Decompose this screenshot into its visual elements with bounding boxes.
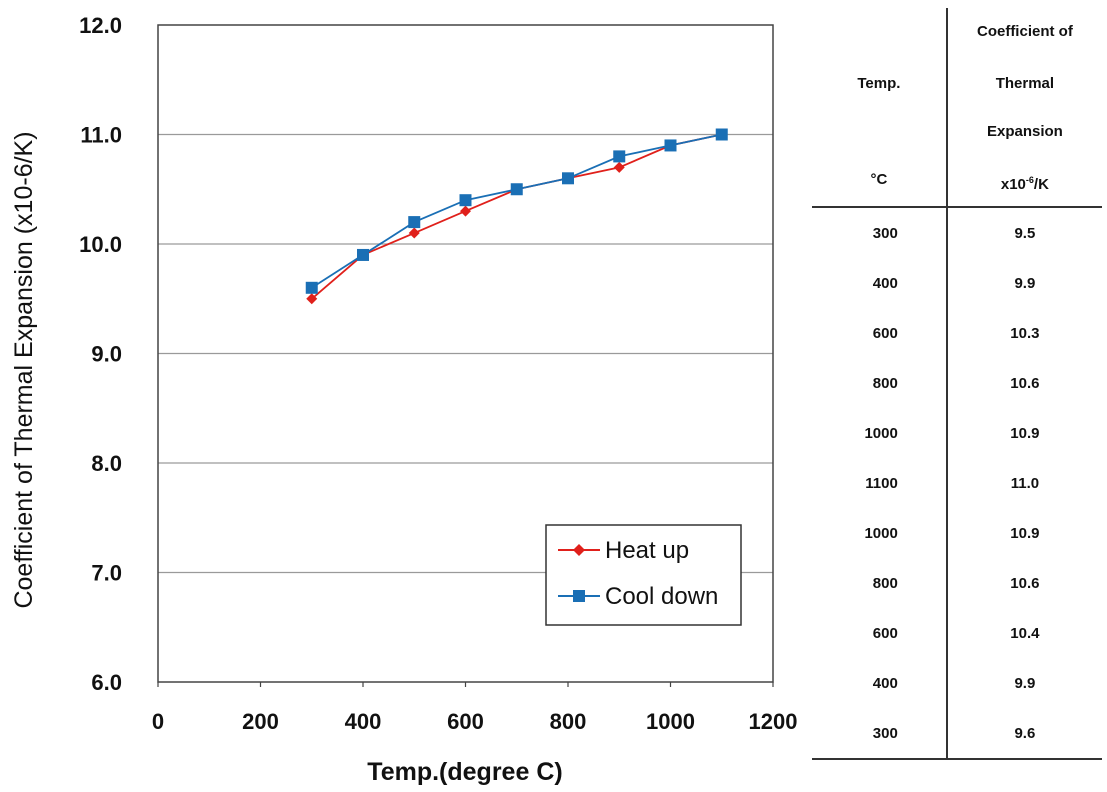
row-temp-cell: 600 xyxy=(812,308,948,358)
cool-down-point xyxy=(664,139,677,152)
legend-cooldown-marker xyxy=(573,590,585,602)
y-tick-label: 11.0 xyxy=(80,123,122,148)
cte-unit-label: x10-6/K xyxy=(948,170,1102,195)
row-cte-cell: 10.6 xyxy=(1010,574,1040,592)
row-cte-cell: 11.0 xyxy=(1010,474,1040,492)
legend-cooldown-label: Cool down xyxy=(605,583,718,610)
row-temp-cell: 1100 xyxy=(812,458,948,508)
cte-data-table: Temp. °C Coefficient of Thermal Expansio… xyxy=(812,8,1102,760)
table-row: 300 9.5 xyxy=(812,207,1102,258)
row-temp-cell: 600 xyxy=(812,608,948,658)
heat-up-point xyxy=(613,161,625,173)
x-tick-label: 800 xyxy=(550,709,587,734)
heat-up-point xyxy=(460,205,471,217)
y-tick-label: 8.0 xyxy=(91,451,122,476)
cool-down-point xyxy=(305,281,318,294)
temp-column-header: Temp. °C xyxy=(812,8,948,208)
cool-down-point xyxy=(357,248,369,261)
row-cte-cell: 9.9 xyxy=(1014,674,1036,692)
cte-table: Temp. °C Coefficient of Thermal Expansio… xyxy=(812,8,1102,760)
x-tick-label: 1200 xyxy=(749,709,798,734)
cte-unit-exponent: -6 xyxy=(1025,175,1034,185)
row-temp-cell: 400 xyxy=(812,258,948,308)
cool-down-point xyxy=(562,172,574,185)
cool-down-point xyxy=(459,194,472,207)
x-tick-marks xyxy=(157,682,774,687)
row-cte-cell: 9.5 xyxy=(1014,224,1036,242)
row-cte-cell: 9.9 xyxy=(1014,274,1036,292)
x-axis-title: Temp.(degree C) xyxy=(367,758,562,786)
table-row: 400 9.9 xyxy=(812,658,1102,708)
table-row: 1000 10.9 xyxy=(812,508,1102,558)
y-tick-labels: 6.0 7.0 8.0 9.0 10.0 11.0 12.0 xyxy=(79,13,122,695)
row-temp-cell: 1000 xyxy=(812,508,948,558)
y-axis-title: Coefficient of Thermal Expansion (x10-6/… xyxy=(10,131,38,608)
cool-down-point xyxy=(715,128,728,141)
y-tick-label: 12.0 xyxy=(79,13,122,38)
legend: Heat up Cool down xyxy=(545,524,742,626)
table-row: 1100 11.0 xyxy=(812,458,1102,508)
row-temp-cell: 400 xyxy=(812,658,948,708)
legend-box xyxy=(545,524,742,626)
row-cte-cell: 10.9 xyxy=(1010,424,1040,442)
table-row: 300 9.6 xyxy=(812,708,1102,760)
row-temp-cell: 800 xyxy=(812,358,948,408)
cool-down-point xyxy=(613,150,626,163)
series-layer xyxy=(305,128,728,305)
row-cte-cell: 10.9 xyxy=(1010,524,1040,542)
temp-header-label: Temp. xyxy=(857,75,901,92)
row-temp-cell: 300 xyxy=(812,207,948,258)
cte-unit-prefix: x10 xyxy=(1000,176,1026,193)
legend-heatup-label: Heat up xyxy=(605,537,689,564)
cte-header-line-3: Expansion xyxy=(986,123,1063,140)
y-tick-label: 9.0 xyxy=(91,342,122,367)
row-cte-cell: 10.4 xyxy=(1010,624,1040,642)
table-row: 800 10.6 xyxy=(812,558,1102,608)
x-tick-label: 400 xyxy=(345,709,382,734)
table-row: 600 10.3 xyxy=(812,308,1102,358)
table-row: 400 9.9 xyxy=(812,258,1102,308)
series-line-cool-down xyxy=(311,133,722,289)
table-header-row: Temp. °C Coefficient of Thermal Expansio… xyxy=(812,8,1102,208)
row-cte-cell: 10.3 xyxy=(1010,324,1040,342)
cte-header-line-2: Thermal xyxy=(995,75,1055,92)
x-tick-label: 0 xyxy=(152,709,164,734)
x-tick-label: 600 xyxy=(447,709,484,734)
legend-heatup-marker xyxy=(573,544,585,556)
heat-up-point xyxy=(306,293,318,305)
temp-unit-label: °C xyxy=(870,171,888,188)
y-tick-label: 7.0 xyxy=(91,561,122,586)
cte-line-chart: 6.0 7.0 8.0 9.0 10.0 11.0 12.0 0 200 400 600 800 10… xyxy=(10,13,798,786)
table-row: 800 10.6 xyxy=(812,358,1102,408)
series-line-heat-up xyxy=(311,133,722,300)
cool-down-point xyxy=(510,183,523,196)
cool-down-point xyxy=(408,216,421,229)
row-temp-cell: 300 xyxy=(812,708,948,760)
row-temp-cell: 800 xyxy=(812,558,948,608)
table-body: 300 9.5 400 9.9 600 10.3 800 10.6 1000 10.9 1100 11… xyxy=(812,207,1102,760)
row-temp-cell: 1000 xyxy=(812,408,948,458)
heat-up-point xyxy=(408,227,420,239)
x-tick-label: 200 xyxy=(242,709,279,734)
cte-unit-suffix: /K xyxy=(1033,176,1049,193)
row-cte-cell: 9.6 xyxy=(946,708,1102,760)
table-row: 600 10.4 xyxy=(812,608,1102,658)
x-tick-label: 1000 xyxy=(646,709,695,734)
row-cte-cell: 10.6 xyxy=(1010,374,1040,392)
x-tick-labels: 0 200 400 600 800 1000 1200 xyxy=(152,709,798,734)
y-tick-label: 10.0 xyxy=(79,232,122,257)
cte-header-line-1: Coefficient of xyxy=(976,23,1073,40)
y-tick-label: 6.0 xyxy=(91,670,122,695)
table-row: 1000 10.9 xyxy=(812,408,1102,458)
cte-column-header: Coefficient of Thermal Expansion x10-6/K xyxy=(946,8,1102,208)
